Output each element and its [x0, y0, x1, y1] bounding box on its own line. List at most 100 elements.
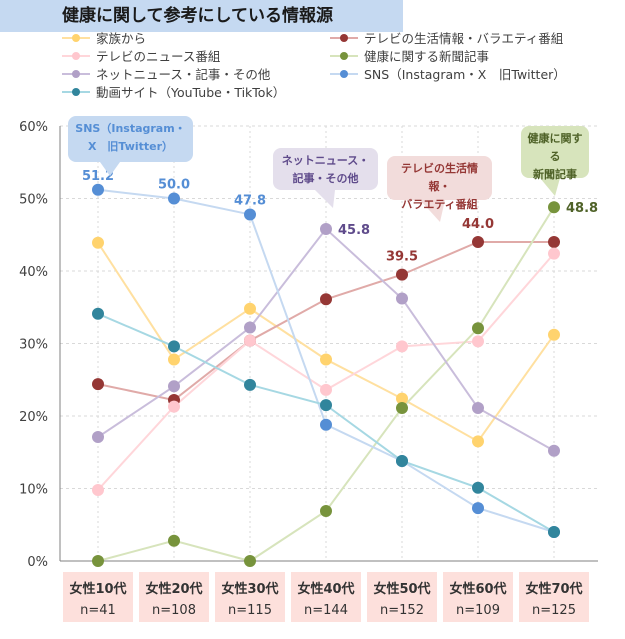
data-point-6-3 [320, 399, 332, 412]
sample-size: n=152 [380, 603, 424, 618]
y-tick-label: 0% [27, 555, 48, 570]
data-point-3-3 [320, 504, 332, 517]
category-name: 女性70代 [525, 582, 583, 597]
callout-line1: SNS（Instagram・ [75, 122, 186, 135]
data-point-4-3 [320, 222, 332, 235]
data-point-5-1 [168, 192, 180, 205]
legend-item: 家族から [62, 28, 146, 47]
callout-line2: バラエティ番組 [401, 198, 478, 211]
data-point-0-6 [548, 328, 560, 341]
callout: ネットニュース・ 記事・その他 [273, 148, 378, 190]
callout-pointer [540, 178, 560, 196]
data-point-0-0 [92, 236, 104, 249]
y-tick-label: 20% [19, 410, 48, 425]
data-point-6-0 [92, 307, 104, 320]
data-point-3-4 [396, 402, 408, 415]
legend-label: ネットニュース・記事・その他 [96, 67, 271, 82]
data-point-4-6 [548, 444, 560, 457]
legend-label: SNS（Instagram・X 旧Twitter） [364, 67, 566, 82]
legend-label: テレビのニュース番組 [96, 49, 221, 64]
y-tick-label: 50% [19, 193, 48, 208]
legend-swatch [330, 33, 358, 42]
data-point-2-6 [548, 247, 560, 260]
data-point-1-4 [396, 268, 408, 281]
data-point-0-4 [396, 392, 408, 405]
data-label: 44.0 [462, 217, 494, 232]
legend-swatch [62, 33, 90, 42]
sample-size: n=109 [456, 603, 500, 618]
y-tick-label: 10% [19, 483, 48, 498]
callout-line1: テレビの生活情報・ [401, 162, 478, 193]
callout-line2: 記事・その他 [292, 172, 359, 185]
data-point-6-4 [396, 454, 408, 467]
legend-swatch [330, 69, 358, 78]
callout-line1: 健康に関する [527, 132, 583, 163]
data-label: 47.8 [234, 193, 266, 208]
data-point-0-3 [320, 353, 332, 366]
legend-label: 家族から [96, 31, 147, 46]
category-name: 女性10代 [69, 582, 127, 597]
legend-swatch [62, 87, 90, 96]
legend-marker [72, 69, 80, 78]
callout-line1: ネットニュース・ [281, 154, 370, 167]
sample-size: n=115 [228, 603, 272, 618]
legend-swatch [62, 51, 90, 60]
callout-line2: 新聞記事 [533, 168, 577, 181]
data-label: 50.0 [158, 178, 190, 193]
data-point-6-1 [168, 340, 180, 353]
legend-item: テレビのニュース番組 [62, 46, 220, 65]
callout-pointer [315, 190, 335, 208]
legend-item: 動画サイト（YouTube・TikTok） [62, 82, 285, 101]
legend-item: SNS（Instagram・X 旧Twitter） [330, 64, 566, 83]
data-point-2-3 [320, 383, 332, 396]
legend-item: ネットニュース・記事・その他 [62, 64, 270, 83]
data-label: 51.2 [82, 169, 114, 184]
y-tick-label: 60% [19, 120, 48, 135]
legend-marker [340, 51, 348, 60]
category-name: 女性20代 [145, 582, 203, 597]
data-point-0-5 [472, 435, 484, 448]
data-point-2-0 [92, 483, 104, 496]
category-name: 女性30代 [221, 582, 279, 597]
legend-item: テレビの生活情報・バラエティ番組 [330, 28, 563, 47]
data-point-2-5 [472, 335, 484, 348]
data-point-4-5 [472, 402, 484, 415]
category-name: 女性40代 [297, 582, 355, 597]
legend-marker [340, 33, 348, 42]
data-point-0-2 [244, 302, 256, 315]
sample-size: n=144 [304, 603, 348, 618]
category-label: 女性50代 n=152 [367, 572, 437, 622]
category-label: 女性30代 n=115 [215, 572, 285, 622]
data-point-1-6 [548, 236, 560, 248]
chart-title: 健康に関して参考にしている情報源 [0, 0, 403, 32]
data-label: 45.8 [338, 223, 370, 238]
category-label: 女性10代 n=41 [63, 572, 133, 622]
data-point-2-4 [396, 340, 408, 353]
legend-item: 健康に関する新聞記事 [330, 46, 489, 65]
data-point-1-0 [92, 378, 104, 391]
category-label: 女性20代 n=108 [139, 572, 209, 622]
data-point-6-2 [244, 378, 256, 391]
callout-line2: X 旧Twitter） [87, 140, 174, 153]
y-tick-label: 40% [19, 265, 48, 280]
callout: SNS（Instagram・ X 旧Twitter） [68, 116, 193, 162]
category-label: 女性40代 n=144 [291, 572, 361, 622]
data-point-5-3 [320, 418, 332, 431]
data-point-2-2 [244, 334, 256, 347]
legend-marker [340, 69, 348, 78]
sample-size: n=41 [80, 603, 116, 618]
data-point-6-6 [548, 526, 560, 538]
data-point-1-5 [472, 236, 484, 248]
data-point-3-2 [244, 555, 256, 567]
legend-swatch [330, 51, 358, 60]
data-point-4-2 [244, 321, 256, 334]
legend-marker [72, 51, 80, 60]
data-point-6-5 [472, 481, 484, 494]
data-point-4-1 [168, 380, 180, 393]
legend-label: テレビの生活情報・バラエティ番組 [364, 31, 564, 46]
data-point-0-1 [168, 353, 180, 366]
data-point-5-0 [92, 183, 104, 196]
data-point-5-2 [244, 208, 256, 221]
